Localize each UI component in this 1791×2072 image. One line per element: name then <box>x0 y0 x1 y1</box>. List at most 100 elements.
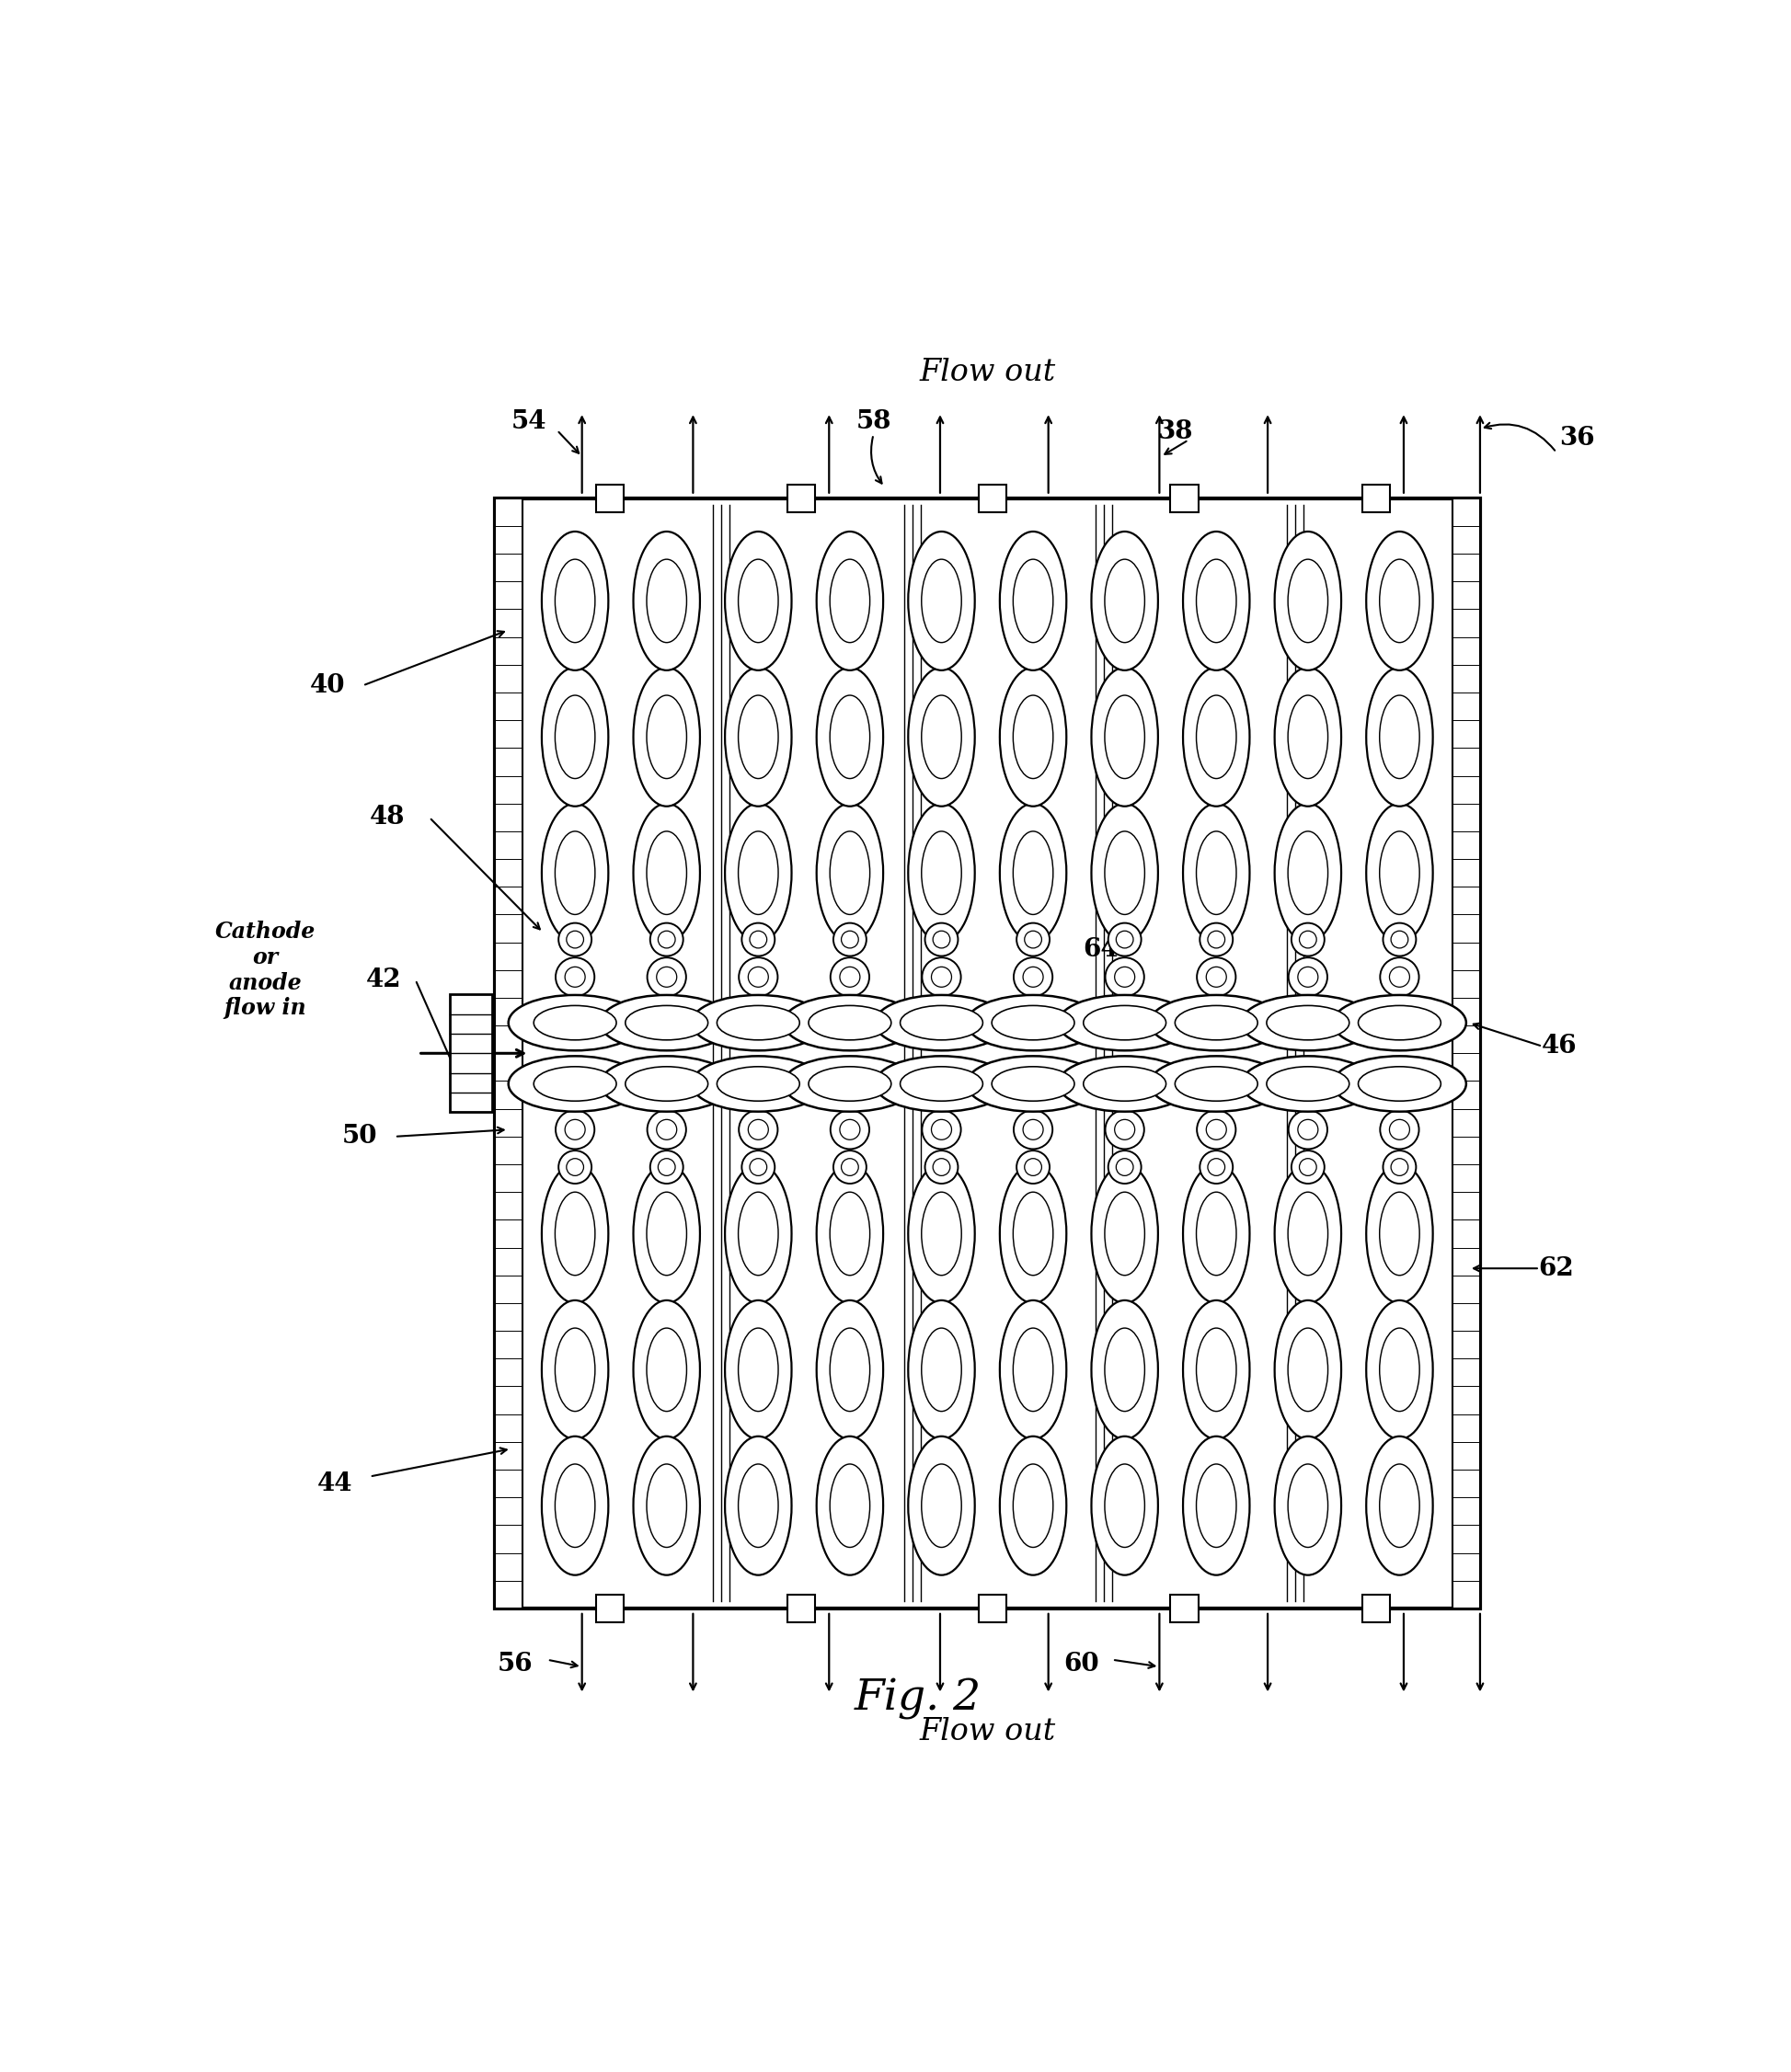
Ellipse shape <box>725 1164 792 1303</box>
Ellipse shape <box>691 995 826 1051</box>
Ellipse shape <box>931 968 951 986</box>
Text: 64: 64 <box>1098 1080 1132 1104</box>
Ellipse shape <box>1288 957 1327 997</box>
Ellipse shape <box>1105 559 1144 642</box>
Ellipse shape <box>566 930 584 949</box>
Ellipse shape <box>657 968 677 986</box>
Ellipse shape <box>817 1301 883 1440</box>
Ellipse shape <box>833 1150 867 1183</box>
Ellipse shape <box>1196 1328 1236 1411</box>
Ellipse shape <box>933 930 949 949</box>
Ellipse shape <box>1241 995 1374 1051</box>
Ellipse shape <box>1196 1191 1236 1276</box>
Ellipse shape <box>1109 922 1141 955</box>
Ellipse shape <box>657 1119 677 1140</box>
Ellipse shape <box>1091 1164 1159 1303</box>
Ellipse shape <box>1184 533 1250 671</box>
Ellipse shape <box>922 957 962 997</box>
Ellipse shape <box>740 1111 777 1150</box>
Ellipse shape <box>922 831 962 914</box>
Ellipse shape <box>1358 1067 1440 1100</box>
Ellipse shape <box>566 1158 584 1175</box>
Ellipse shape <box>634 804 700 943</box>
Ellipse shape <box>1288 696 1327 779</box>
Ellipse shape <box>1184 1436 1250 1575</box>
Ellipse shape <box>829 1191 870 1276</box>
Text: 56: 56 <box>498 1651 534 1676</box>
Text: Fig. 2: Fig. 2 <box>854 1678 981 1720</box>
Ellipse shape <box>901 1067 983 1100</box>
Text: 64: 64 <box>1084 937 1119 961</box>
Ellipse shape <box>1150 1057 1282 1111</box>
Ellipse shape <box>1367 1164 1433 1303</box>
Ellipse shape <box>1379 1191 1420 1276</box>
Ellipse shape <box>933 1158 949 1175</box>
Ellipse shape <box>534 1005 616 1040</box>
Ellipse shape <box>1196 696 1236 779</box>
Bar <box>788 1595 815 1622</box>
Ellipse shape <box>541 804 609 943</box>
Ellipse shape <box>647 559 686 642</box>
Ellipse shape <box>1017 922 1050 955</box>
Ellipse shape <box>1379 831 1420 914</box>
Ellipse shape <box>1175 1067 1257 1100</box>
Ellipse shape <box>1058 1057 1191 1111</box>
Ellipse shape <box>1379 696 1420 779</box>
Ellipse shape <box>924 922 958 955</box>
Ellipse shape <box>738 1191 779 1276</box>
Ellipse shape <box>1084 1067 1166 1100</box>
Bar <box>494 497 1479 1608</box>
Ellipse shape <box>564 968 586 986</box>
Ellipse shape <box>541 1301 609 1440</box>
Bar <box>1361 1595 1390 1622</box>
Ellipse shape <box>716 1005 799 1040</box>
Ellipse shape <box>555 696 595 779</box>
Ellipse shape <box>922 696 962 779</box>
Ellipse shape <box>555 1191 595 1276</box>
Ellipse shape <box>1379 1465 1420 1548</box>
Ellipse shape <box>808 1005 892 1040</box>
Ellipse shape <box>650 922 682 955</box>
Ellipse shape <box>555 957 595 997</box>
Ellipse shape <box>647 1191 686 1276</box>
Ellipse shape <box>908 804 974 943</box>
Ellipse shape <box>749 968 768 986</box>
Ellipse shape <box>647 1111 686 1150</box>
Text: 40: 40 <box>310 673 346 698</box>
Text: 62: 62 <box>1538 1256 1574 1280</box>
Ellipse shape <box>1288 1465 1327 1548</box>
Ellipse shape <box>922 559 962 642</box>
Ellipse shape <box>1014 1328 1053 1411</box>
Ellipse shape <box>1379 559 1420 642</box>
Ellipse shape <box>783 995 917 1051</box>
Ellipse shape <box>555 831 595 914</box>
Ellipse shape <box>1275 533 1341 671</box>
Ellipse shape <box>1091 533 1159 671</box>
Ellipse shape <box>555 1465 595 1548</box>
Ellipse shape <box>1275 804 1341 943</box>
Bar <box>788 485 815 512</box>
Ellipse shape <box>1383 922 1417 955</box>
Ellipse shape <box>1116 930 1134 949</box>
Ellipse shape <box>831 1111 869 1150</box>
Bar <box>494 497 523 1608</box>
Text: 46: 46 <box>1542 1034 1576 1059</box>
Ellipse shape <box>1014 1111 1053 1150</box>
Ellipse shape <box>1390 968 1410 986</box>
Ellipse shape <box>1298 1119 1318 1140</box>
Ellipse shape <box>738 1328 779 1411</box>
Ellipse shape <box>725 533 792 671</box>
Ellipse shape <box>1105 957 1144 997</box>
Ellipse shape <box>1196 1465 1236 1548</box>
Text: 66: 66 <box>1191 827 1227 852</box>
Ellipse shape <box>1023 968 1042 986</box>
Ellipse shape <box>999 804 1066 943</box>
Ellipse shape <box>1084 1005 1166 1040</box>
Ellipse shape <box>1014 831 1053 914</box>
Ellipse shape <box>1241 1057 1374 1111</box>
Ellipse shape <box>647 1328 686 1411</box>
Ellipse shape <box>738 559 779 642</box>
Ellipse shape <box>829 1328 870 1411</box>
Ellipse shape <box>750 1158 767 1175</box>
Ellipse shape <box>967 995 1100 1051</box>
